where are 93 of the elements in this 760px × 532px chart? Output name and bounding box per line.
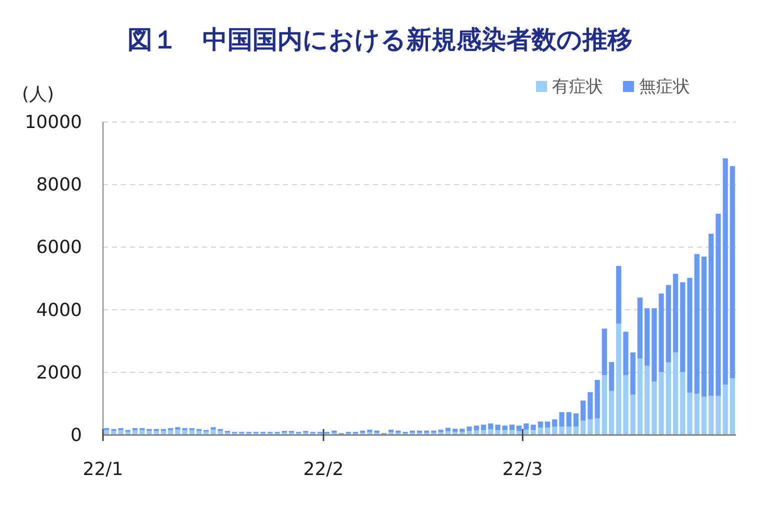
bar	[694, 254, 700, 394]
bar	[530, 424, 536, 430]
bar	[672, 352, 678, 435]
bar	[672, 274, 678, 352]
bar	[623, 332, 628, 376]
bar	[708, 396, 714, 435]
chart-title: 図１ 中国国内における新規感染者数の推移	[128, 25, 632, 54]
bar	[716, 396, 721, 435]
bar	[722, 384, 728, 435]
bar	[466, 426, 472, 431]
bar	[367, 432, 372, 435]
bar	[616, 266, 622, 324]
bar	[530, 430, 536, 435]
bar	[146, 430, 152, 435]
bar	[658, 372, 664, 435]
bar	[502, 426, 508, 430]
bar	[210, 427, 216, 430]
bar	[118, 430, 124, 435]
bar	[552, 419, 558, 427]
bar	[538, 427, 543, 435]
bar	[623, 375, 628, 435]
bar	[637, 358, 643, 435]
bar	[480, 424, 486, 430]
bar	[367, 430, 372, 432]
bar	[552, 426, 558, 435]
bar	[544, 422, 550, 428]
bar	[175, 430, 180, 435]
y-tick-label: 6000	[36, 237, 82, 258]
x-tick-label: 22/2	[303, 459, 344, 480]
bar	[687, 278, 692, 393]
bar	[608, 390, 614, 435]
bar	[580, 400, 586, 421]
bar	[687, 392, 692, 435]
bar	[666, 362, 671, 435]
legend-label: 有症状	[552, 77, 603, 97]
bar	[509, 424, 515, 430]
bar	[701, 256, 707, 397]
bar	[616, 324, 622, 435]
bar	[524, 430, 529, 435]
bar	[445, 431, 451, 435]
bar	[708, 234, 714, 396]
y-tick-label: 2000	[36, 362, 82, 384]
bar	[637, 298, 643, 359]
bar	[538, 422, 543, 428]
bar	[573, 426, 579, 435]
bar	[460, 428, 465, 432]
bar	[559, 412, 564, 427]
bar	[716, 214, 721, 396]
bar	[658, 294, 664, 372]
bar	[182, 430, 188, 435]
y-tick-label: 8000	[36, 174, 82, 196]
bar	[694, 394, 700, 435]
bar	[175, 427, 180, 430]
bar	[488, 423, 494, 430]
bar	[722, 158, 728, 385]
bar	[644, 308, 650, 366]
bar	[730, 378, 736, 435]
bar	[652, 308, 657, 382]
bar	[388, 430, 394, 432]
bar	[680, 282, 686, 372]
bar	[566, 412, 572, 427]
bar	[452, 428, 458, 432]
bar	[495, 424, 500, 430]
bar	[730, 166, 736, 378]
y-tick-label: 4000	[36, 300, 82, 321]
y-tick-label: 10000	[24, 112, 82, 133]
bar	[580, 420, 586, 435]
bar	[602, 375, 607, 435]
bar	[524, 423, 529, 430]
bar	[666, 285, 671, 362]
legend-label: 無症状	[639, 77, 690, 97]
y-axis-title: (人)	[22, 84, 54, 105]
bar	[210, 430, 216, 435]
x-tick-label: 22/3	[502, 459, 543, 480]
bar	[438, 430, 444, 432]
bar	[495, 430, 500, 435]
bar	[680, 372, 686, 435]
y-tick-label: 0	[70, 425, 82, 446]
bar	[466, 430, 472, 435]
bar	[652, 381, 657, 435]
x-tick-label: 22/1	[82, 459, 124, 480]
bar	[573, 413, 579, 427]
bar	[644, 366, 650, 435]
bar	[474, 426, 479, 430]
bar	[516, 426, 522, 431]
bar	[701, 396, 707, 435]
bar	[608, 362, 614, 391]
bar	[559, 426, 564, 435]
bar	[544, 427, 550, 435]
bar	[566, 426, 572, 435]
bar	[630, 394, 636, 435]
bar	[630, 352, 636, 395]
bar	[602, 328, 607, 376]
